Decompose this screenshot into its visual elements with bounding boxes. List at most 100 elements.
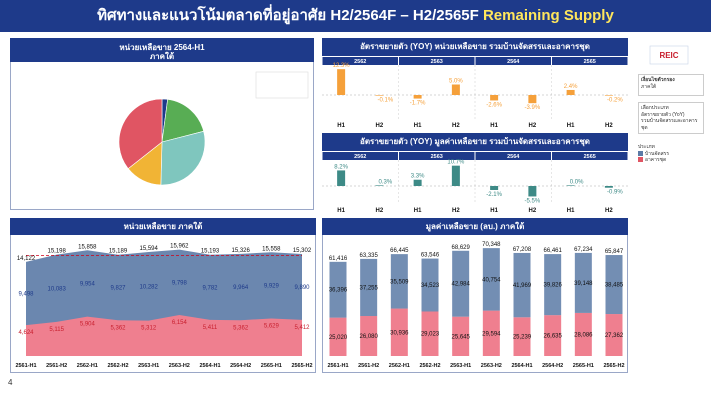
- side-note-line: รวมบ้านจัดสรรและอาคาร: [641, 118, 698, 124]
- stack-condo-label: 25,239: [513, 335, 532, 341]
- area-housing-label: 10,083: [47, 286, 66, 292]
- side-note-line: ชุด: [641, 124, 648, 131]
- yoy-group-label: 2564: [507, 154, 520, 160]
- side-legend: ประเภท บ้านจัดสรร อาคารชุด: [636, 142, 704, 166]
- stack-condo-label: 29,023: [421, 332, 440, 338]
- area-total-label: 15,858: [78, 244, 97, 250]
- stack-condo-label: 28,086: [574, 332, 593, 338]
- stack-x-tick: 2563-H1: [450, 363, 471, 369]
- yoy-bar-label: 8.2%: [334, 164, 348, 170]
- area-total-label: 15,962: [170, 244, 189, 250]
- area-housing-label: 10,282: [139, 284, 158, 290]
- yoy-x-tick: H1: [337, 123, 345, 129]
- stack-condo-label: 25,645: [451, 334, 470, 340]
- yoy-group-header: [552, 152, 628, 160]
- area-x-tick: 2564-H2: [230, 363, 251, 369]
- area-total-label: 15,189: [109, 249, 128, 255]
- area-condo-label: 4,624: [18, 330, 34, 336]
- yoy-group-header: [475, 152, 551, 160]
- yoy-x-tick: H1: [490, 123, 498, 129]
- yoy-bar: [490, 95, 499, 101]
- stack-x-tick: 2562-H2: [419, 363, 440, 369]
- side-legend-item: อาคารชุด: [638, 157, 702, 164]
- stack-bar-housing: [390, 254, 408, 309]
- stack-housing-label: 36,396: [329, 288, 348, 294]
- stack-housing-label: 39,148: [574, 281, 593, 287]
- stack-total-label: 68,629: [451, 245, 470, 251]
- yoy-x-tick: H1: [490, 208, 498, 214]
- area-series-condo: [26, 314, 302, 356]
- area-x-tick: 2562-H2: [107, 363, 128, 369]
- yoy-bar: [566, 89, 575, 95]
- side-note-line: อัตราขยายตัว (YoY): [641, 111, 685, 118]
- stack-housing-label: 40,754: [482, 277, 501, 283]
- yoy-group-label: 2563: [431, 59, 443, 65]
- yoy-x-tick: H2: [529, 123, 537, 129]
- yoy-group-header: [475, 57, 551, 65]
- stack-total-label: 66,461: [543, 248, 562, 254]
- yoy-x-tick: H2: [376, 208, 384, 214]
- yoy-bar-label: 0.0%: [570, 179, 584, 185]
- yoy-group-header: [322, 152, 398, 160]
- stack-bar-housing: [360, 258, 378, 317]
- stack-x-tick: 2561-H2: [358, 363, 379, 369]
- yoy-bar-label: -1.7%: [410, 101, 426, 107]
- pie-header-region: ภาคใต้: [149, 52, 175, 61]
- yoy-x-tick: H2: [376, 123, 384, 129]
- area-housing-label: 9,798: [172, 280, 188, 286]
- area-condo-label: 5,115: [49, 327, 64, 333]
- area-x-tick: 2561-H2: [46, 363, 67, 369]
- stack-bar-housing: [544, 254, 562, 316]
- pie-slice: [118, 98, 163, 170]
- banner-highlight: Remaining Supply: [482, 7, 614, 24]
- yoy-units-header: อัตราขยายตัว (YOY) หน่วยเหลือขาย รวมบ้าน…: [322, 38, 628, 56]
- area-x-tick: 2565-H2: [291, 363, 312, 369]
- area-condo-label: 5,904: [80, 322, 96, 328]
- yoy-bar: [604, 95, 613, 96]
- stack-bar-condo: [482, 310, 500, 356]
- yoy-bar: [451, 165, 460, 186]
- stack-bar-condo: [452, 316, 470, 356]
- yoy-group-header: [399, 57, 475, 65]
- page-number: 4: [8, 378, 13, 387]
- area-total-label: 15,198: [47, 249, 66, 255]
- stack-x-tick: 2565-H2: [603, 363, 624, 369]
- stack-housing-label: 41,969: [513, 283, 532, 289]
- yoy-bar-label: 2.4%: [564, 84, 578, 90]
- stack-bar-condo: [574, 312, 592, 356]
- stack-condo-label: 25,020: [329, 335, 348, 341]
- stack-bar-condo: [329, 317, 347, 356]
- stack-total-label: 67,208: [513, 247, 532, 253]
- side-legend-item: บ้านจัดสรร: [638, 151, 702, 158]
- yoy-value-chart: 2562 2563 2564 2565 8.2% H1 0.3% H2 3.3% H1 10.7% H…: [322, 152, 628, 214]
- stack-bar-housing: [574, 252, 592, 313]
- stack-header: มูลค่าเหลือขาย (ลบ.) ภาคใต้: [322, 218, 628, 235]
- area-x-tick: 2565-H1: [261, 363, 282, 369]
- area-total-label: 15,302: [293, 248, 312, 254]
- yoy-bar: [375, 95, 384, 96]
- stack-bar-housing: [482, 248, 500, 311]
- stack-bar-condo: [605, 314, 623, 356]
- stack-x-tick: 2565-H1: [573, 363, 594, 369]
- stack-bar-housing: [452, 250, 470, 317]
- yoy-group-label: 2565: [584, 154, 596, 160]
- side-note-line: เลือกประเภท: [641, 105, 669, 111]
- area-header: หน่วยเหลือขาย ภาคใต้: [10, 218, 316, 235]
- stack-bar-condo: [390, 308, 408, 356]
- area-housing-label: 9,498: [18, 292, 34, 298]
- yoy-group-label: 2562: [354, 154, 366, 160]
- banner-title: ทิศทางและแนวโน้มตลาดที่อยู่อาศัย H2/2564…: [97, 7, 479, 24]
- yoy-bar-label: 5.0%: [449, 79, 463, 85]
- yoy-x-tick: H1: [337, 208, 345, 214]
- area-housing-label: 9,827: [110, 285, 126, 291]
- area-housing-label: 9,890: [294, 285, 310, 291]
- area-housing-label: 9,964: [233, 285, 249, 291]
- stack-total-label: 63,546: [421, 253, 440, 259]
- yoy-value-header: อัตราขยายตัว (YOY) มูลค่าเหลือขาย รวมบ้า…: [322, 133, 628, 151]
- side-note: เลือกประเภท อัตราขยายตัว (YoY) รวมบ้านจั…: [638, 102, 704, 134]
- area-condo-label: 5,412: [294, 325, 310, 331]
- yoy-group-header: [322, 57, 398, 65]
- yoy-group-label: 2563: [431, 154, 443, 160]
- pie-slice: [161, 99, 205, 143]
- area-condo-label: 5,362: [233, 325, 249, 331]
